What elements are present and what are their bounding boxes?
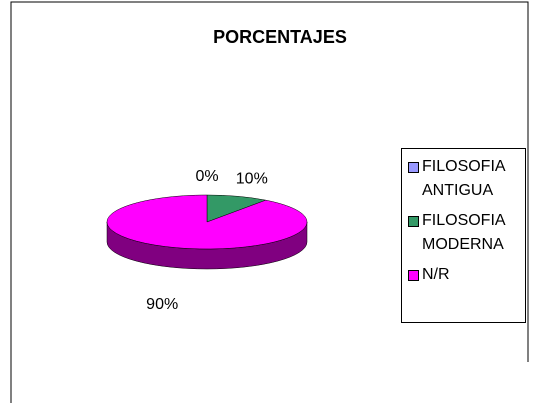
legend-swatch — [408, 216, 419, 227]
legend: FILOSOFIA ANTIGUA FILOSOFIA MODERNA N/R — [401, 148, 526, 323]
legend-label: FILOSOFIA ANTIGUA — [422, 158, 505, 199]
slice — [106, 194, 308, 250]
legend-label: FILOSOFIA MODERNA — [422, 212, 505, 253]
chart-title: PORCENTAJES — [213, 27, 347, 47]
chart-frame — [10, 1, 529, 403]
data-label: 0% — [195, 168, 218, 185]
legend-item: FILOSOFIA MODERNA — [408, 209, 520, 257]
data-label: 90% — [146, 296, 178, 313]
legend-item: FILOSOFIA ANTIGUA — [408, 155, 520, 203]
legend-item: N/R — [408, 263, 520, 287]
legend-swatch — [408, 270, 419, 281]
legend-label: N/R — [422, 266, 450, 283]
legend-swatch — [408, 162, 419, 173]
data-label: 10% — [236, 170, 268, 187]
